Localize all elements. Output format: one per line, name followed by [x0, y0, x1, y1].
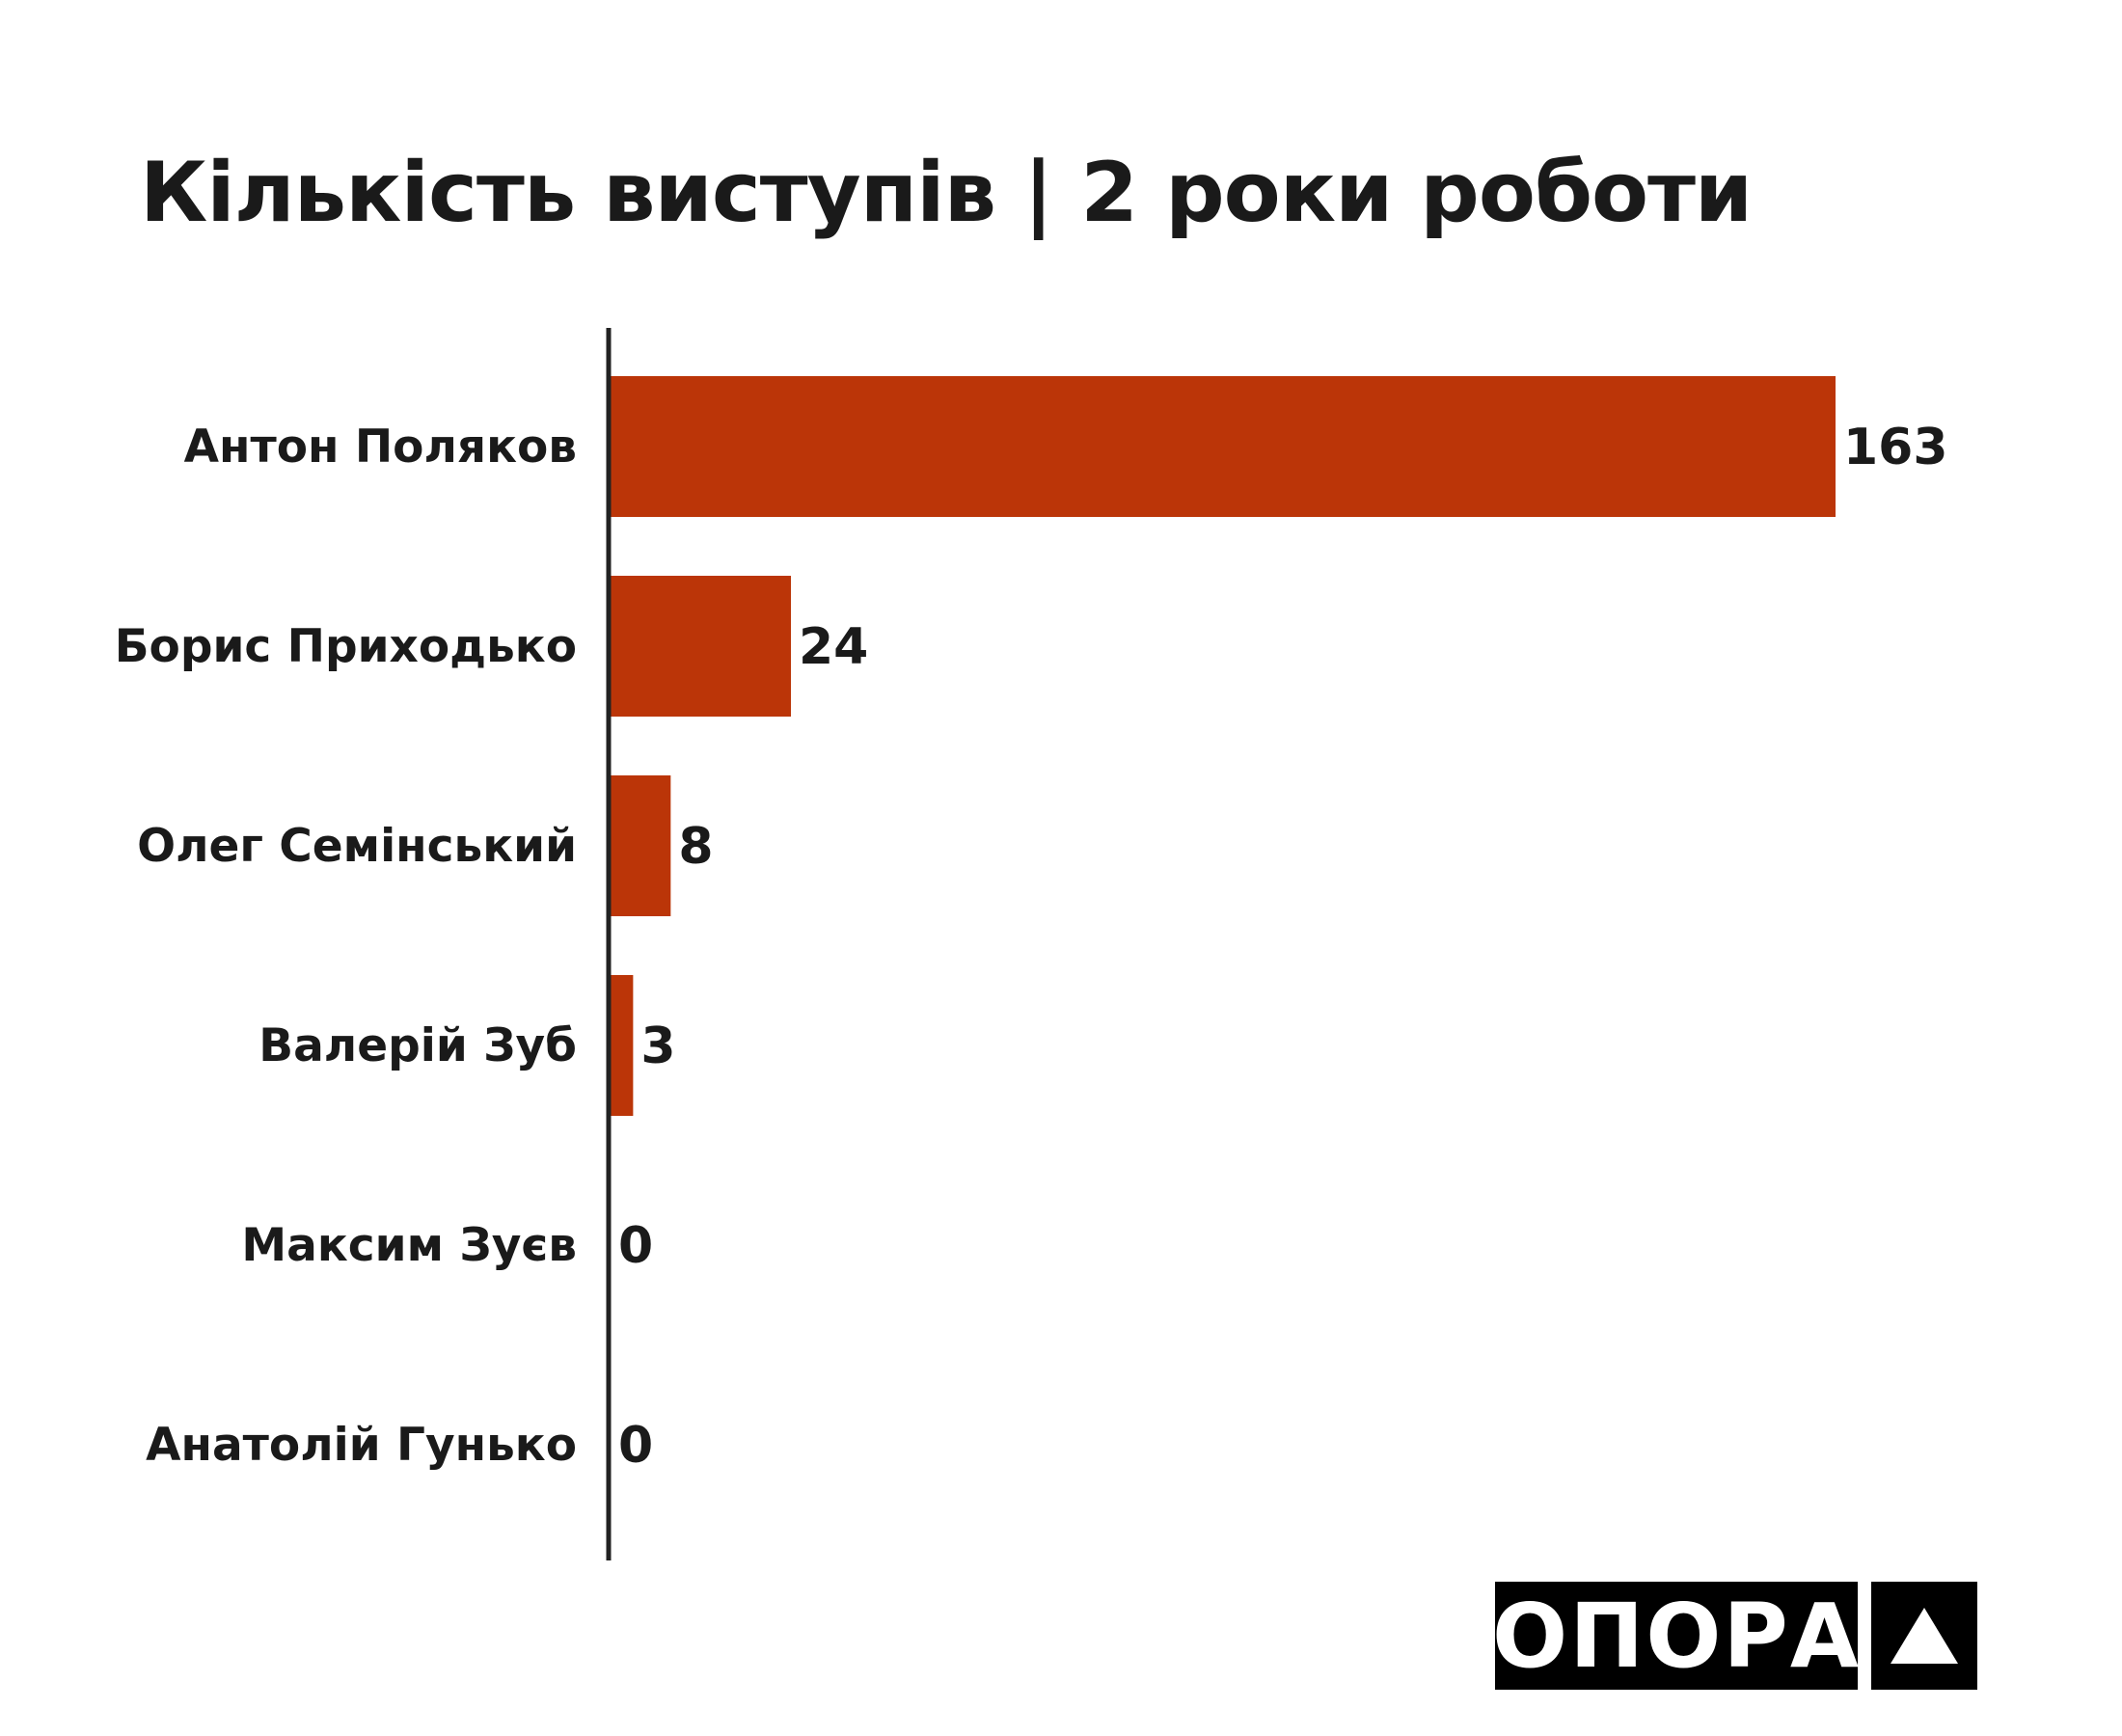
- bar: [611, 376, 1836, 517]
- bar: [611, 576, 791, 717]
- bar: [611, 775, 671, 916]
- category-label: Анатолій Гунько: [146, 1419, 577, 1472]
- value-label: 24: [799, 618, 868, 676]
- logo-wordmark: ОПОРА: [1492, 1582, 1859, 1690]
- triangle-icon: [1871, 1582, 1977, 1690]
- category-label: Валерій Зуб: [258, 1019, 577, 1072]
- value-label: 8: [678, 818, 713, 876]
- value-label: 3: [640, 1017, 675, 1075]
- opora-logo: ОПОРА: [1492, 1582, 1977, 1690]
- chart-title: Кількість виступів | 2 роки роботи: [140, 145, 1753, 241]
- bar: [611, 975, 634, 1116]
- bars-layer: Антон Поляков 163 Борис Приходько 24 Олег Се…: [115, 376, 1948, 1475]
- category-label: Антон Поляков: [184, 420, 577, 474]
- category-label: Олег Семінський: [137, 820, 577, 873]
- category-label: Максим Зуєв: [241, 1219, 577, 1272]
- category-label: Борис Приходько: [115, 620, 577, 673]
- value-label: 0: [618, 1217, 653, 1275]
- value-label: 0: [618, 1417, 653, 1475]
- value-label: 163: [1843, 419, 1948, 476]
